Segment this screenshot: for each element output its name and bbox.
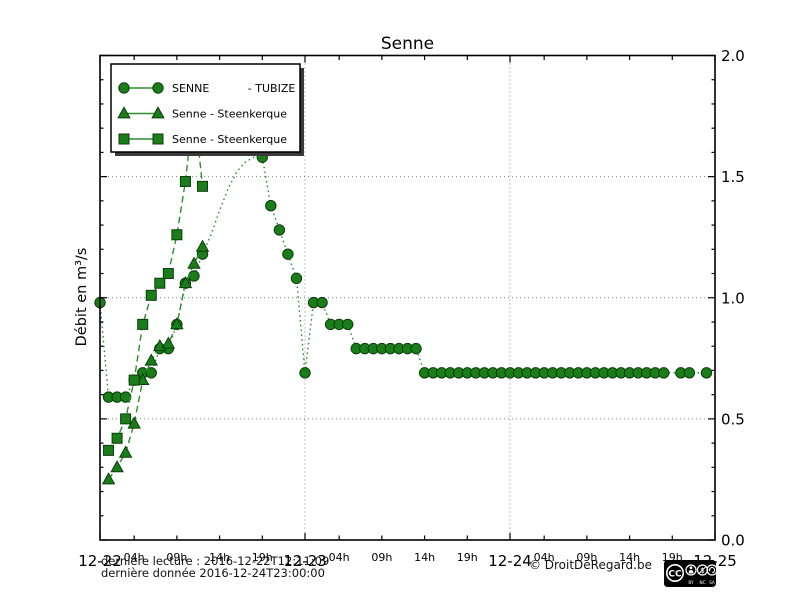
y-tick-label: 2.0 xyxy=(721,47,745,65)
y-tick-label: 0.5 xyxy=(721,410,745,428)
x-hour-label: 14h xyxy=(414,551,435,564)
cc-icon-letters: CC xyxy=(668,569,682,579)
page-title: Senne xyxy=(380,34,435,54)
x-day-label: 12-22 xyxy=(78,552,122,570)
cc-by-label: BY xyxy=(688,580,694,585)
gridlines xyxy=(100,55,715,540)
legend-label-0: SENNE - TUBIZE xyxy=(172,82,295,95)
legend-label-1: Senne - Steenkerque xyxy=(172,108,287,121)
series-square-2 xyxy=(103,103,208,456)
legend-box xyxy=(110,63,301,153)
cc-license-badge: CC $ BY NC SA xyxy=(664,560,716,587)
x-hour-label: 09h xyxy=(166,551,187,564)
legend-label-2: Senne - Steenkerque xyxy=(172,133,287,146)
cc-icon xyxy=(666,564,684,582)
x-hour-label: 04h xyxy=(329,551,350,564)
x-hour-label: 09h xyxy=(576,551,597,564)
x-hour-label: 04h xyxy=(534,551,555,564)
x-day-label: 12-24 xyxy=(488,552,532,570)
cc-by-icon xyxy=(685,564,697,576)
axis-ticks xyxy=(99,54,716,541)
series-triangle-1 xyxy=(101,239,210,485)
cc-nc-label: NC xyxy=(699,580,705,585)
cc-sa-label: SA xyxy=(709,580,715,585)
x-hour-label: 14h xyxy=(619,551,640,564)
x-hour-label: 04h xyxy=(124,551,145,564)
series-markers-1 xyxy=(101,239,210,485)
x-hour-label: 19h xyxy=(457,551,478,564)
y-tick-label: 1.0 xyxy=(721,289,745,307)
last-reading-text: dernière lecture : 2016-12-22T12:11:09 xyxy=(101,554,330,568)
cc-sa-icon xyxy=(706,564,716,576)
y-tick-label: 0.0 xyxy=(721,532,745,550)
series-markers-2 xyxy=(103,175,208,456)
x-hour-label: 19h xyxy=(252,551,273,564)
copyright-text: © DroitDeRegard.be xyxy=(528,558,652,572)
x-hour-label: 14h xyxy=(209,551,230,564)
y-tick-label: 1.5 xyxy=(721,168,745,186)
x-hour-label: 09h xyxy=(371,551,392,564)
axis-tick-labels: 12-2212-2312-2412-2504h09h14h19h04h09h14… xyxy=(78,47,745,570)
last-data-text: dernière donnée 2016-12-24T23:00:00 xyxy=(101,566,325,580)
x-day-label: 12-23 xyxy=(283,552,327,570)
y-axis-label: Débit en m³/s xyxy=(74,247,90,347)
legend: SENNE - TUBIZE Senne - Steenkerque Senne -… xyxy=(110,63,304,156)
